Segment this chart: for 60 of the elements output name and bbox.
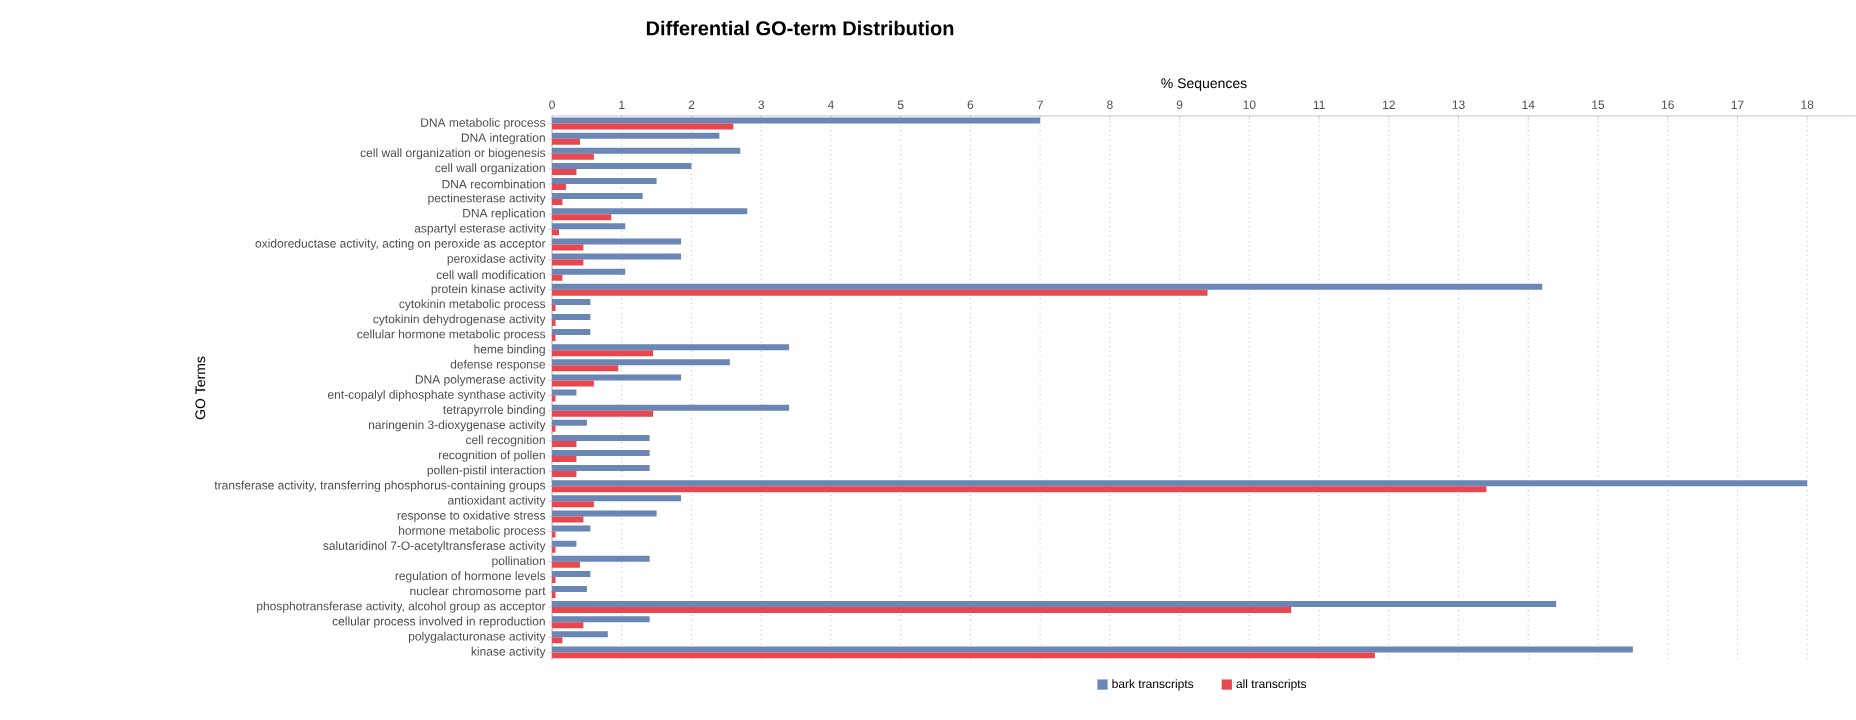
bar [552, 601, 1557, 608]
bar [552, 561, 580, 568]
bar [552, 410, 654, 417]
bar [552, 329, 591, 336]
bar [552, 380, 594, 387]
bar [552, 646, 1633, 653]
bar [552, 570, 591, 577]
bar [552, 456, 577, 463]
bar [552, 516, 584, 523]
bar [552, 525, 591, 532]
bar [552, 622, 584, 629]
bar [552, 434, 650, 441]
bar [552, 586, 587, 593]
bar [552, 259, 584, 266]
bar [552, 344, 790, 351]
bar [552, 389, 577, 396]
bar [552, 184, 566, 191]
bar [552, 652, 1375, 659]
chart-title: Differential GO-term Distribution [646, 20, 954, 36]
bar [552, 607, 1292, 614]
bar [552, 365, 619, 372]
bar [552, 253, 682, 260]
bar [552, 510, 657, 517]
bar [552, 616, 650, 623]
bar [552, 268, 626, 275]
bar [552, 450, 650, 457]
bar [552, 208, 748, 215]
bar [552, 214, 612, 221]
bar [552, 555, 650, 562]
bar [552, 162, 692, 169]
bar [552, 471, 577, 478]
bar [552, 168, 577, 175]
bar [552, 314, 591, 321]
bar [552, 374, 682, 381]
bar [552, 244, 584, 251]
bar [552, 193, 643, 200]
bar [552, 117, 1041, 124]
bar [552, 631, 608, 638]
bar [552, 132, 720, 139]
bar [552, 153, 594, 160]
bar [552, 350, 654, 357]
bar [552, 238, 682, 245]
bar [552, 123, 734, 130]
bar [552, 495, 682, 502]
bar [552, 440, 577, 447]
bar [552, 289, 1208, 296]
bar [552, 480, 1808, 487]
bar [552, 359, 730, 366]
bar [552, 540, 577, 547]
bar [552, 486, 1487, 493]
bar [552, 501, 594, 508]
bar [552, 138, 580, 145]
bar [552, 147, 741, 154]
bar [552, 178, 657, 185]
bar [552, 419, 587, 426]
bar [552, 283, 1543, 290]
bar [552, 298, 591, 305]
bar [552, 465, 650, 472]
bar [552, 223, 626, 230]
bar [552, 404, 790, 411]
